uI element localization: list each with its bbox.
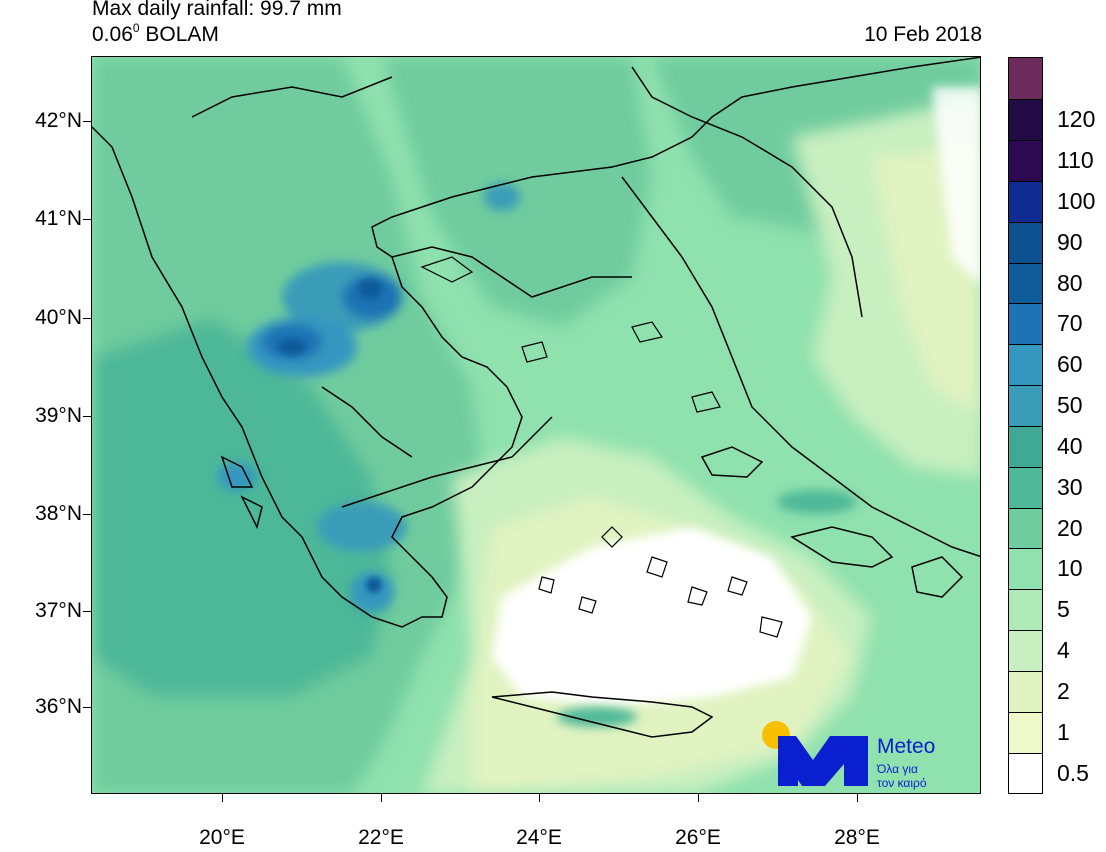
colorbar-cell bbox=[1009, 466, 1042, 509]
lat-label-37n: 37°N bbox=[35, 599, 82, 622]
colorbar-cell bbox=[1009, 711, 1042, 754]
colorbar-label: 5 bbox=[1057, 596, 1070, 623]
colorbar-label: 120 bbox=[1057, 106, 1096, 133]
lon-tick bbox=[857, 794, 858, 802]
lon-tick bbox=[222, 794, 223, 802]
colorbar-label: 20 bbox=[1057, 514, 1083, 541]
lat-tick bbox=[83, 514, 91, 515]
colorbar-cell bbox=[1009, 548, 1042, 591]
lon-label-26e: 26°E bbox=[675, 826, 721, 849]
resolution-value: 0.06 bbox=[92, 23, 133, 46]
colorbar-label: 0.5 bbox=[1057, 759, 1089, 786]
colorbar-label: 70 bbox=[1057, 310, 1083, 337]
lat-label-41n: 41°N bbox=[35, 207, 82, 230]
lat-label-38n: 38°N bbox=[35, 502, 82, 525]
colorbar-label: 2 bbox=[1057, 677, 1070, 704]
lat-tick bbox=[83, 219, 91, 220]
colorbar-cell bbox=[1009, 98, 1042, 142]
lat-tick bbox=[83, 707, 91, 708]
forecast-date: 10 Feb 2018 bbox=[864, 23, 982, 46]
lon-label-20e: 20°E bbox=[199, 826, 245, 849]
colorbar-cell bbox=[1009, 507, 1042, 550]
lat-label-42n: 42°N bbox=[35, 109, 82, 132]
tagline-line1: Όλα για bbox=[876, 762, 918, 776]
meteo-logo-mark: Meteo Όλα για τον καιρό bbox=[762, 721, 935, 790]
colorbar-label: 1 bbox=[1057, 718, 1070, 745]
map-title: Max daily rainfall: 99.7 mm bbox=[92, 0, 342, 20]
lat-label-40n: 40°N bbox=[35, 306, 82, 329]
colorbar-cell bbox=[1009, 180, 1042, 223]
colorbar-cell bbox=[1009, 425, 1042, 468]
colorbar-label: 110 bbox=[1057, 147, 1094, 174]
lon-tick bbox=[539, 794, 540, 802]
colorbar-cell bbox=[1009, 262, 1042, 305]
meteo-logo: Meteo Όλα για τον καιρό bbox=[760, 718, 970, 790]
m-letter-icon bbox=[778, 736, 868, 786]
lat-label-36n: 36°N bbox=[35, 695, 82, 718]
colorbar-label: 4 bbox=[1057, 637, 1070, 664]
lon-label-28e: 28°E bbox=[834, 826, 880, 849]
lon-label-22e: 22°E bbox=[358, 826, 404, 849]
model-resolution-label: 0.060 BOLAM bbox=[92, 22, 219, 48]
colorbar-cell bbox=[1009, 384, 1042, 427]
lat-label-39n: 39°N bbox=[35, 404, 82, 427]
lat-tick bbox=[83, 611, 91, 612]
lat-tick bbox=[83, 318, 91, 319]
colorbar bbox=[1008, 57, 1043, 794]
lon-tick bbox=[381, 794, 382, 802]
colorbar-label: 40 bbox=[1057, 432, 1083, 459]
brand-name: Meteo bbox=[877, 735, 935, 758]
colorbar-label: 100 bbox=[1057, 187, 1096, 214]
colorbar-label: 30 bbox=[1057, 473, 1083, 500]
colorbar-cell bbox=[1009, 629, 1042, 672]
colorbar-cell bbox=[1009, 343, 1042, 387]
colorbar-cell bbox=[1009, 139, 1042, 182]
rainfall-field bbox=[92, 57, 980, 793]
resolution-superscript: 0 bbox=[132, 21, 140, 35]
colorbar-cell bbox=[1009, 670, 1042, 713]
colorbar-cell bbox=[1009, 221, 1042, 264]
colorbar-cell bbox=[1009, 58, 1042, 101]
rainfall-map bbox=[91, 56, 981, 794]
colorbar-label: 50 bbox=[1057, 392, 1083, 419]
lon-tick bbox=[698, 794, 699, 802]
colorbar-cell bbox=[1009, 588, 1042, 632]
colorbar-cell bbox=[1009, 303, 1042, 346]
colorbar-label: 80 bbox=[1057, 269, 1083, 296]
colorbar-label: 60 bbox=[1057, 351, 1083, 378]
colorbar-label: 90 bbox=[1057, 228, 1083, 255]
colorbar-cell bbox=[1009, 752, 1042, 794]
lat-tick bbox=[83, 416, 91, 417]
colorbar-label: 10 bbox=[1057, 555, 1083, 582]
tagline-line2: τον καιρό bbox=[877, 776, 927, 790]
lat-tick bbox=[83, 121, 91, 122]
model-name: BOLAM bbox=[139, 23, 219, 46]
lon-label-24e: 24°E bbox=[516, 826, 562, 849]
